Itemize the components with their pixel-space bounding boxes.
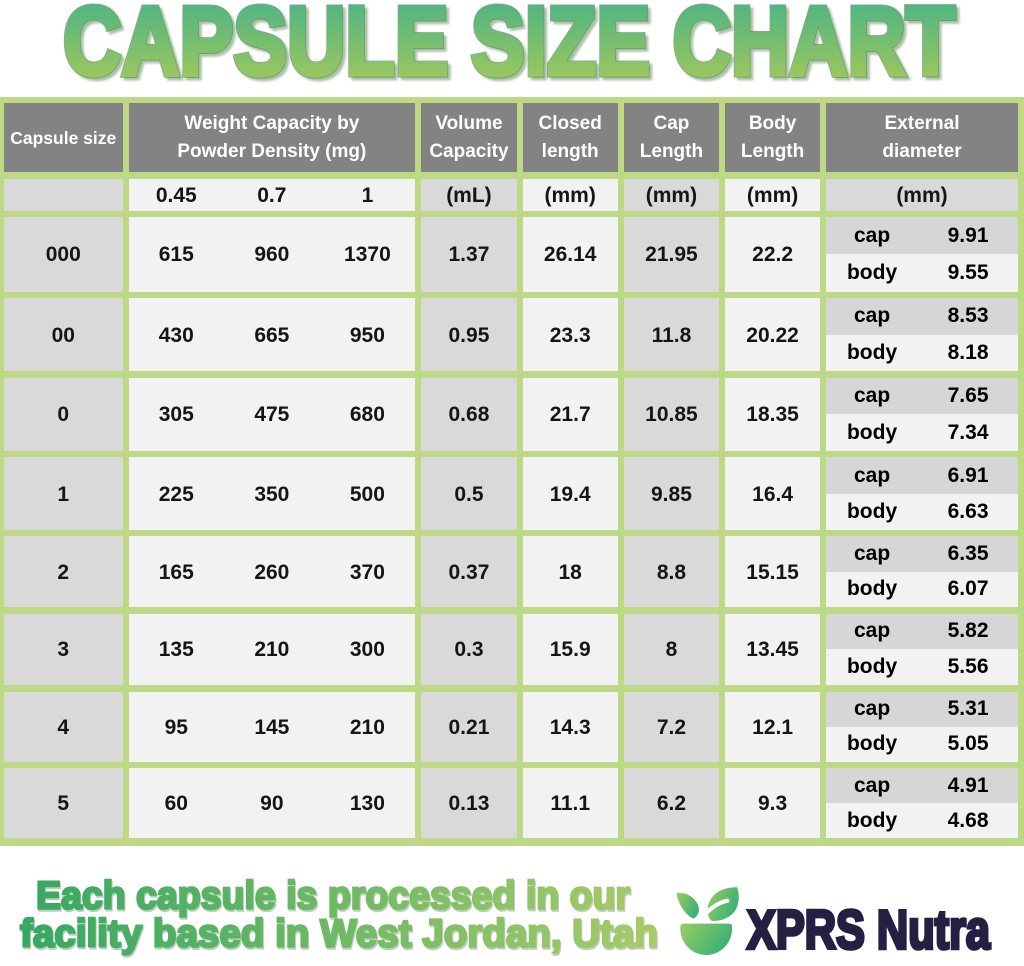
svg-text:CAPSULE SIZE CHART: CAPSULE SIZE CHART: [63, 0, 955, 96]
svg-text:XPRS Nutra: XPRS Nutra: [747, 899, 990, 961]
svg-text:CAPSULE SIZE CHART: CAPSULE SIZE CHART: [63, 0, 955, 96]
svg-text:Each capsule is processed in o: Each capsule is processed in our: [36, 874, 630, 917]
svg-text:facility based in West Jordan,: facility based in West Jordan, Utah: [20, 913, 658, 956]
